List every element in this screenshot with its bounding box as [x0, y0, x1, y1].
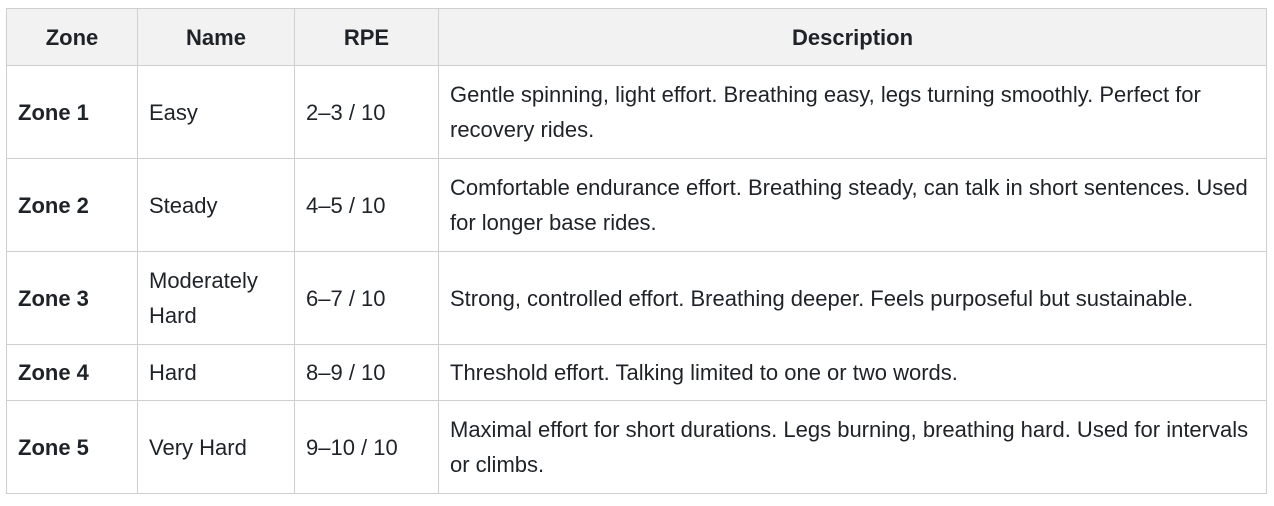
- zone-cell: Zone 2: [6, 158, 138, 252]
- table-row: Zone 4 Hard 8–9 / 10 Threshold effort. T…: [6, 344, 1267, 401]
- name-cell: Very Hard: [137, 400, 295, 494]
- description-cell: Comfortable endurance effort. Breathing …: [438, 158, 1267, 252]
- description-cell: Gentle spinning, light effort. Breathing…: [438, 65, 1267, 159]
- header-description: Description: [438, 8, 1267, 66]
- rpe-cell: 6–7 / 10: [294, 251, 439, 345]
- zone-cell: Zone 3: [6, 251, 138, 345]
- zone-cell: Zone 1: [6, 65, 138, 159]
- zones-table: Zone Name RPE Description Zone 1 Easy 2–…: [6, 8, 1267, 494]
- name-cell: Steady: [137, 158, 295, 252]
- description-cell: Threshold effort. Talking limited to one…: [438, 344, 1267, 401]
- header-name: Name: [137, 8, 295, 66]
- zone-cell: Zone 4: [6, 344, 138, 401]
- rpe-cell: 9–10 / 10: [294, 400, 439, 494]
- rpe-cell: 2–3 / 10: [294, 65, 439, 159]
- rpe-cell: 8–9 / 10: [294, 344, 439, 401]
- header-row: Zone Name RPE Description: [6, 8, 1267, 66]
- name-cell: Moderately Hard: [137, 251, 295, 345]
- description-cell: Maximal effort for short durations. Legs…: [438, 400, 1267, 494]
- table-row: Zone 3 Moderately Hard 6–7 / 10 Strong, …: [6, 251, 1267, 345]
- table-row: Zone 5 Very Hard 9–10 / 10 Maximal effor…: [6, 400, 1267, 494]
- name-cell: Easy: [137, 65, 295, 159]
- zone-cell: Zone 5: [6, 400, 138, 494]
- table-row: Zone 2 Steady 4–5 / 10 Comfortable endur…: [6, 158, 1267, 252]
- header-zone: Zone: [6, 8, 138, 66]
- rpe-cell: 4–5 / 10: [294, 158, 439, 252]
- description-cell: Strong, controlled effort. Breathing dee…: [438, 251, 1267, 345]
- name-cell: Hard: [137, 344, 295, 401]
- table-row: Zone 1 Easy 2–3 / 10 Gentle spinning, li…: [6, 65, 1267, 159]
- header-rpe: RPE: [294, 8, 439, 66]
